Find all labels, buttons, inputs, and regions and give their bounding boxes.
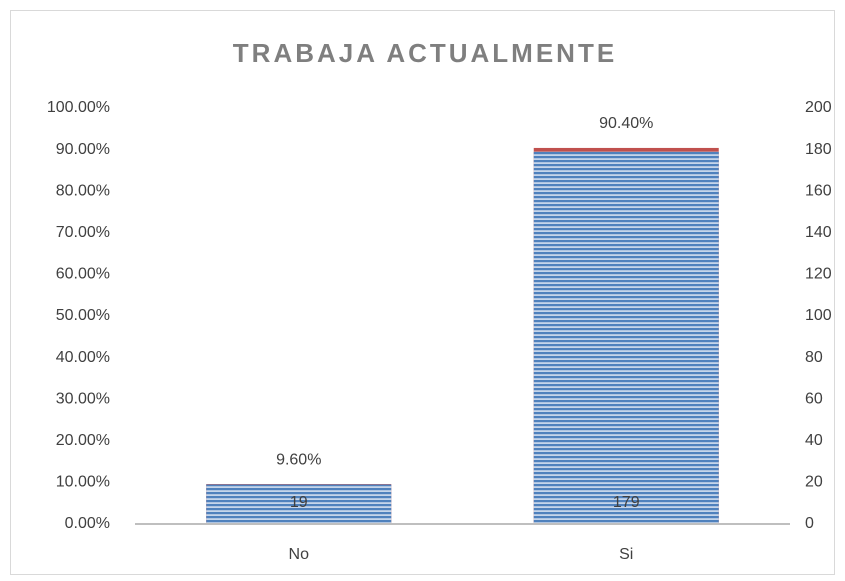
data-label: 19 [290,494,308,511]
y-tick-label: 40.00% [56,349,110,366]
bar [533,151,719,524]
y-tick-label: 60.00% [56,266,110,283]
data-label: 90.40% [599,115,653,132]
chart-title: TRABAJA ACTUALMENTE [233,38,617,68]
y-tick-label: 80.00% [56,182,110,199]
y2-tick-label: 40 [805,432,823,449]
y-tick-label: 20.00% [56,432,110,449]
y2-tick-label: 60 [805,390,823,407]
x-tick-label: Si [619,546,633,563]
data-label: 179 [613,494,640,511]
y2-tick-label: 100 [805,307,832,324]
y2-tick-label: 160 [805,182,832,199]
y-tick-label: 30.00% [56,390,110,407]
y2-tick-label: 20 [805,474,823,491]
y-tick-label: 50.00% [56,307,110,324]
y2-tick-label: 180 [805,141,832,158]
data-label: 9.60% [276,451,321,468]
y-tick-label: 90.00% [56,141,110,158]
y2-tick-label: 140 [805,224,832,241]
y2-tick-label: 120 [805,266,832,283]
y2-tick-label: 200 [805,99,832,116]
y-tick-label: 100.00% [47,99,110,116]
bar [206,484,392,524]
y2-tick-label: 80 [805,349,823,366]
x-tick-label: No [289,546,310,563]
y2-tick-label: 0 [805,515,814,532]
y-tick-label: 10.00% [56,474,110,491]
y-tick-label: 0.00% [65,515,110,532]
y-tick-label: 70.00% [56,224,110,241]
